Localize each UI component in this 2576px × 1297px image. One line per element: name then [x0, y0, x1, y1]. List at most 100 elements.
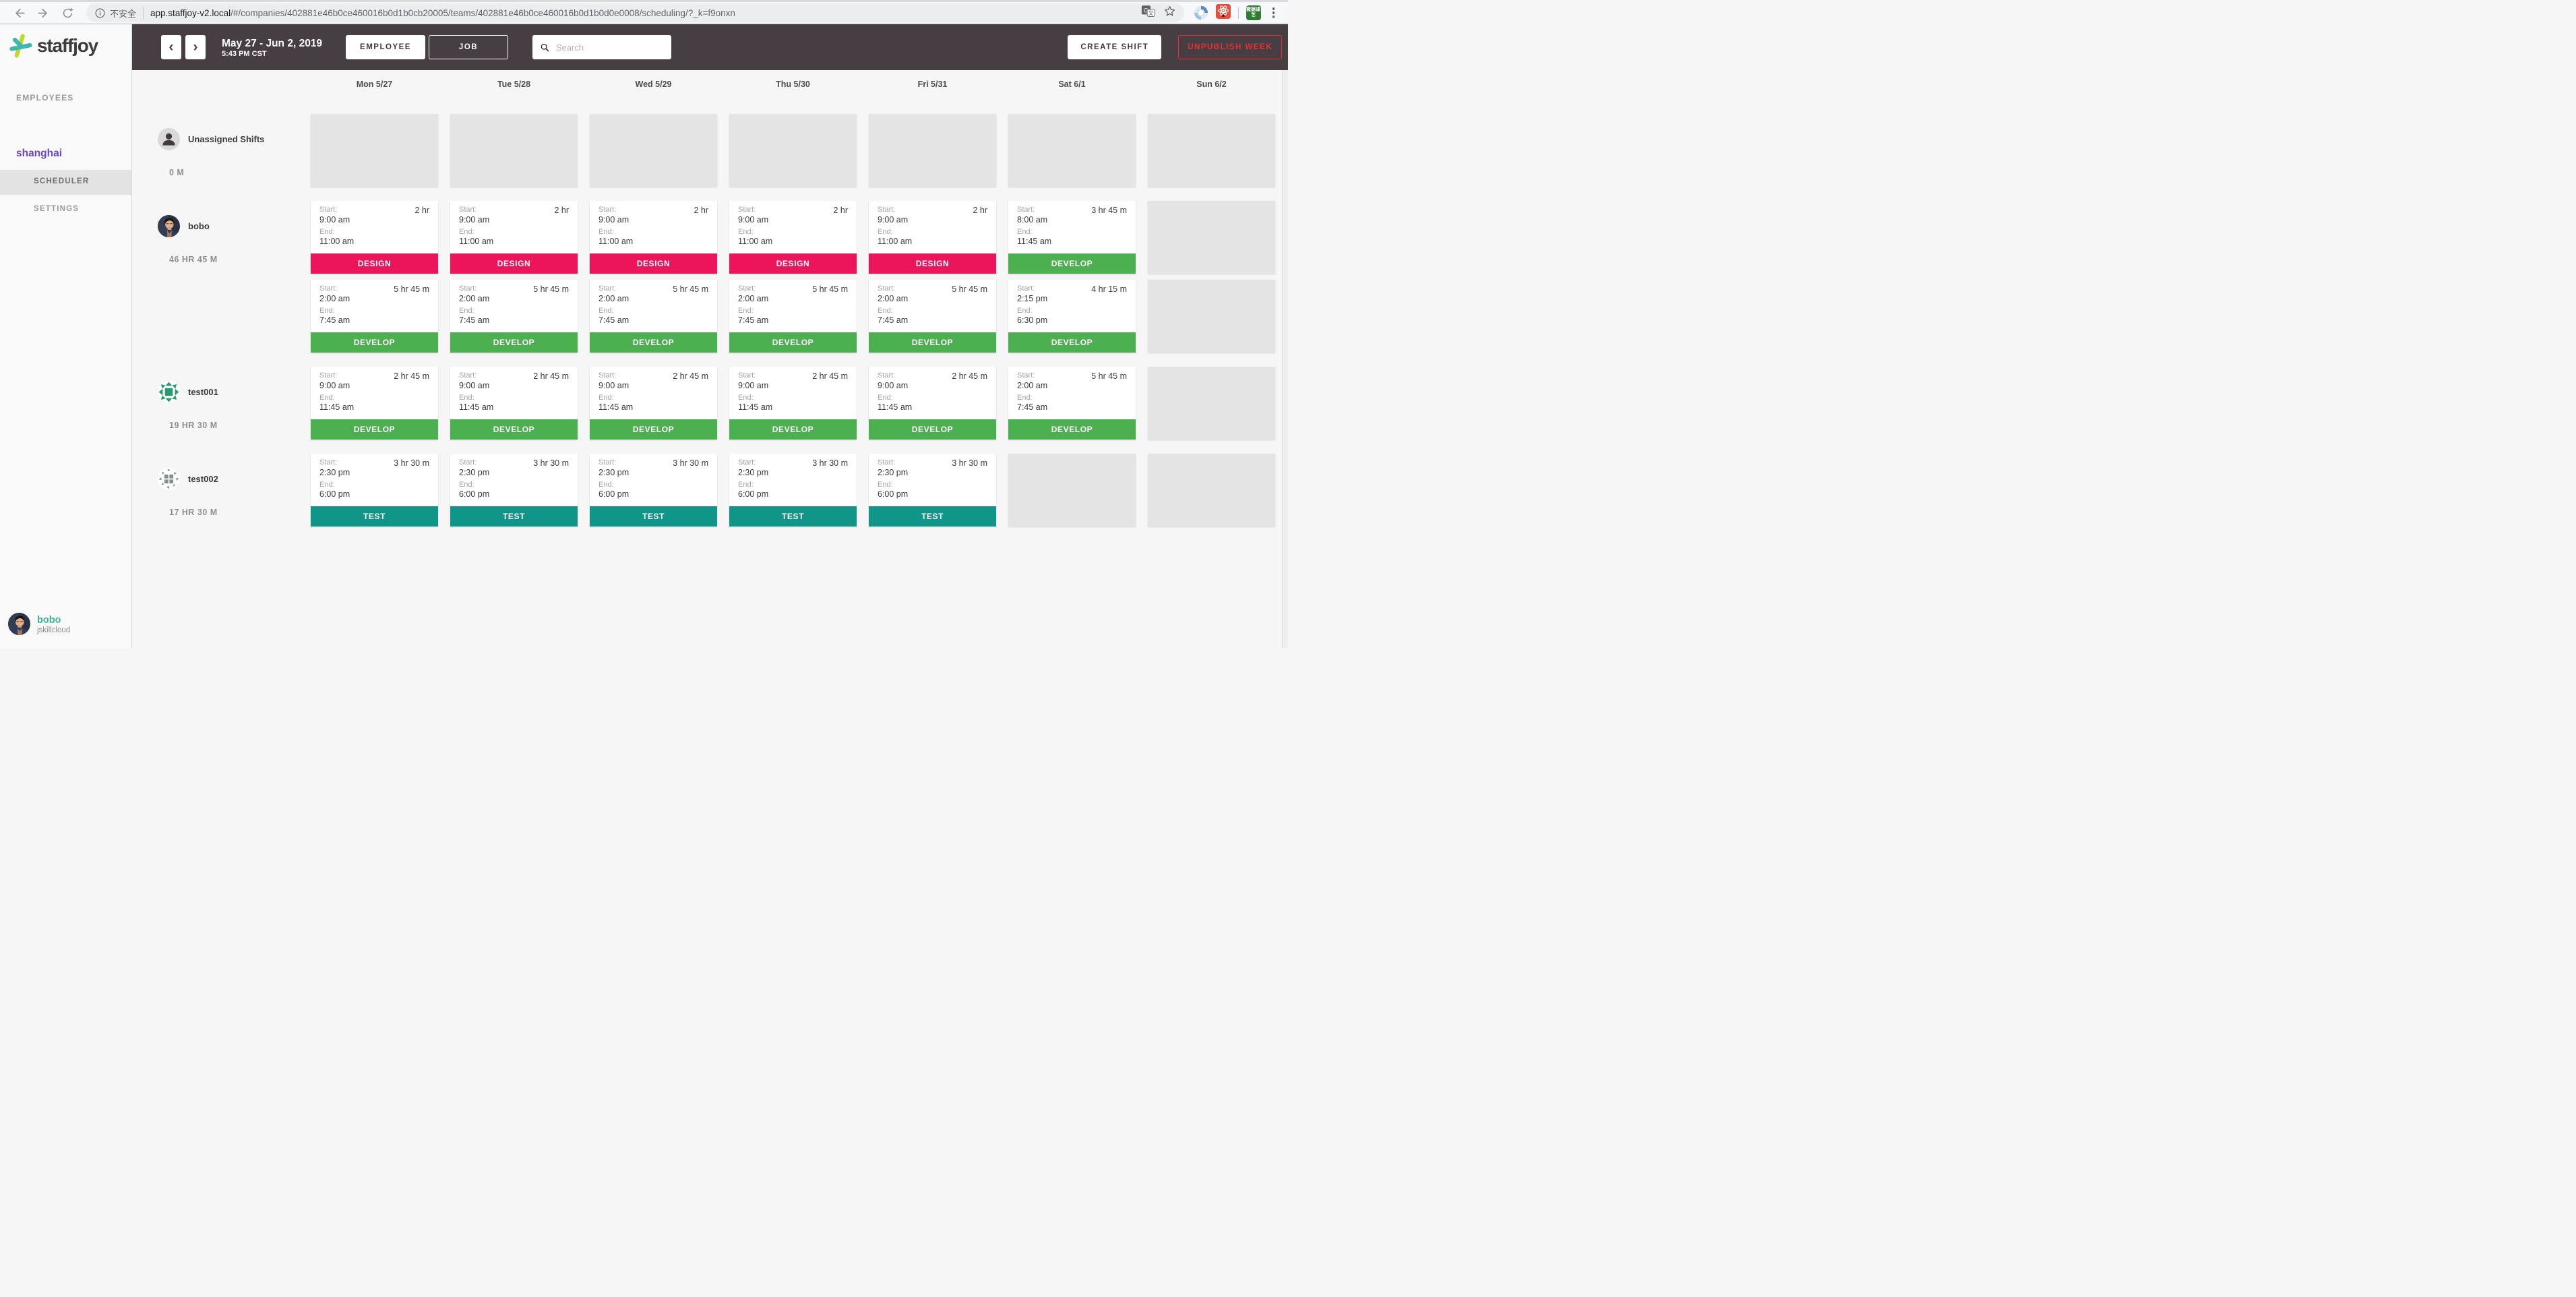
shift-start-label: Start:	[878, 206, 896, 214]
view-toggle-job[interactable]: JOB	[429, 35, 508, 59]
shift-end-time: 7:45 am	[319, 315, 350, 325]
shift-end-label: End:	[459, 481, 474, 489]
shift-card[interactable]: Start: 2 hr 45 m 9:00 am End: 11:45 am DEVELO…	[311, 367, 438, 440]
shift-job-label: DEVELOP	[869, 419, 996, 440]
shift-card[interactable]: Start: 4 hr 15 m 2:15 pm End: 6:30 pm DEVELOP	[1008, 280, 1136, 353]
shift-duration: 2 hr	[694, 206, 708, 215]
extension-swirl-icon[interactable]	[1194, 5, 1208, 20]
shift-end-label: End:	[738, 394, 754, 402]
shift-card[interactable]: Start: 2 hr 45 m 9:00 am End: 11:45 am DEVELO…	[590, 367, 717, 440]
shift-duration: 2 hr 45 m	[394, 371, 429, 381]
shift-duration: 2 hr 45 m	[673, 371, 708, 381]
shift-end-label: End:	[878, 481, 893, 489]
sidebar-team-name[interactable]: shanghai	[16, 148, 63, 159]
sidebar-user[interactable]: bobo jskillcloud	[8, 613, 70, 635]
unassigned-avatar	[158, 128, 180, 150]
sidebar-item-employees[interactable]: EMPLOYEES	[16, 93, 74, 102]
shift-duration: 3 hr 30 m	[394, 458, 429, 468]
shift-card[interactable]: Start: 2 hr 45 m 9:00 am End: 11:45 am DEVELO…	[450, 367, 578, 440]
shift-start-time: 2:30 pm	[599, 468, 630, 477]
shift-card[interactable]: Start: 5 hr 45 m 2:00 am End: 7:45 am DEVELOP	[1008, 367, 1136, 440]
next-week-button[interactable]: ›	[185, 35, 206, 59]
sidebar-item-settings[interactable]: SETTINGS	[34, 205, 80, 213]
employee-name: Unassigned Shifts	[188, 134, 265, 144]
prev-week-button[interactable]: ‹	[161, 35, 181, 59]
shift-duration: 5 hr 45 m	[394, 284, 429, 294]
shift-card[interactable]: Start: 5 hr 45 m 2:00 am End: 7:45 am DEVELOP	[590, 280, 717, 353]
shift-end-label: End:	[599, 481, 614, 489]
shift-job-label: DESIGN	[311, 253, 438, 274]
shift-card[interactable]: Start: 5 hr 45 m 2:00 am End: 7:45 am DEVELOP	[450, 280, 578, 353]
browser-menu-icon[interactable]	[1268, 5, 1279, 21]
shift-end-time: 6:00 pm	[599, 489, 630, 499]
shift-end-label: End:	[878, 307, 893, 315]
shift-card[interactable]: Start: 3 hr 30 m 2:30 pm End: 6:00 pm TEST	[729, 454, 857, 526]
site-security-chip[interactable]: 不安全	[94, 6, 144, 20]
info-icon	[95, 8, 105, 18]
day-header: Tue 5/28	[497, 80, 531, 89]
shift-job-label: DESIGN	[729, 253, 857, 274]
shift-duration: 3 hr 30 m	[533, 458, 569, 468]
shift-card[interactable]: Start: 3 hr 30 m 2:30 pm End: 6:00 pm TEST	[450, 454, 578, 526]
shift-card[interactable]: Start: 2 hr 9:00 am End: 11:00 am DESIGN	[311, 201, 438, 274]
shift-start-time: 8:00 am	[1017, 215, 1048, 224]
shift-card[interactable]: Start: 2 hr 9:00 am End: 11:00 am DESIGN	[869, 201, 996, 274]
shift-end-time: 6:00 pm	[459, 489, 490, 499]
user-avatar	[8, 613, 30, 635]
shift-card[interactable]: Start: 3 hr 30 m 2:30 pm End: 6:00 pm TEST	[869, 454, 996, 526]
shift-end-time: 6:00 pm	[319, 489, 350, 499]
back-icon[interactable]	[10, 4, 28, 22]
forward-icon[interactable]	[34, 4, 52, 22]
shift-job-label: DEVELOP	[729, 332, 857, 353]
view-toggle-employee[interactable]: EMPLOYEE	[346, 35, 425, 59]
test002-avatar	[158, 468, 180, 490]
shift-card[interactable]: Start: 2 hr 9:00 am End: 11:00 am DESIGN	[729, 201, 857, 274]
shift-card[interactable]: Start: 5 hr 45 m 2:00 am End: 7:45 am DEVELOP	[869, 280, 996, 353]
bobo-avatar	[158, 215, 180, 237]
shift-job-label: DESIGN	[450, 253, 578, 274]
sidebar-item-scheduler[interactable]: SCHEDULER	[34, 177, 90, 185]
create-shift-button[interactable]: CREATE SHIFT	[1068, 35, 1162, 59]
bookmark-star-icon[interactable]	[1163, 5, 1176, 21]
shift-card[interactable]: Start: 3 hr 45 m 8:00 am End: 11:45 am DEVELO…	[1008, 201, 1136, 274]
shift-start-label: Start:	[878, 284, 896, 293]
shift-card[interactable]: Start: 3 hr 30 m 2:30 pm End: 6:00 pm TEST	[590, 454, 717, 526]
extension-atom-icon[interactable]	[1215, 3, 1231, 22]
reload-icon[interactable]	[59, 4, 76, 22]
shift-card[interactable]: Start: 5 hr 45 m 2:00 am End: 7:45 am DEVELOP	[311, 280, 438, 353]
shift-start-time: 9:00 am	[878, 381, 909, 390]
shift-end-label: End:	[599, 307, 614, 315]
shift-start-time: 2:00 am	[319, 294, 350, 303]
shift-start-label: Start:	[599, 458, 617, 466]
shift-job-label: DEVELOP	[311, 419, 438, 440]
logo-text: staffjoy	[37, 35, 98, 56]
search-input[interactable]	[555, 42, 664, 53]
shift-card[interactable]: Start: 3 hr 30 m 2:30 pm End: 6:00 pm TEST	[311, 454, 438, 526]
shift-end-label: End:	[319, 394, 335, 402]
shift-card[interactable]: Start: 2 hr 45 m 9:00 am End: 11:45 am DEVELO…	[869, 367, 996, 440]
employee-section: bobo 46 HR 45 M Start: 2 hr 9:00 am End: 11:00…	[132, 201, 1288, 353]
shift-start-time: 2:30 pm	[878, 468, 909, 477]
empty-day-cell	[1148, 367, 1275, 440]
url-bar[interactable]: 不安全 app.staffjoy-v2.local/#/companies/40…	[86, 3, 1184, 22]
shift-end-time: 7:45 am	[878, 315, 909, 325]
shift-start-label: Start:	[319, 284, 338, 293]
shift-duration: 2 hr 45 m	[533, 371, 569, 381]
empty-day-cell	[1008, 454, 1136, 526]
shift-end-time: 6:00 pm	[738, 489, 769, 499]
sidebar: staffjoy EMPLOYEES shanghai SCHEDULER SE…	[0, 24, 132, 648]
shift-card[interactable]: Start: 5 hr 45 m 2:00 am End: 7:45 am DEVELOP	[729, 280, 857, 353]
shift-duration: 5 hr 45 m	[1091, 371, 1127, 381]
shift-card[interactable]: Start: 2 hr 9:00 am End: 11:00 am DESIGN	[590, 201, 717, 274]
shift-end-label: End:	[319, 307, 335, 315]
extension-badge-icon[interactable]: 微掘课艺	[1246, 5, 1261, 20]
shift-job-label: DEVELOP	[590, 332, 717, 353]
shift-end-label: End:	[599, 394, 614, 402]
shift-card[interactable]: Start: 2 hr 45 m 9:00 am End: 11:45 am DEVELO…	[729, 367, 857, 440]
unpublish-week-button[interactable]: UNPUBLISH WEEK	[1178, 35, 1282, 59]
search-box[interactable]	[532, 35, 671, 59]
shift-card[interactable]: Start: 2 hr 9:00 am End: 11:00 am DESIGN	[450, 201, 578, 274]
employee-row-label: Unassigned Shifts 0 M	[132, 114, 299, 187]
staffjoy-logo[interactable]: staffjoy	[9, 32, 98, 59]
